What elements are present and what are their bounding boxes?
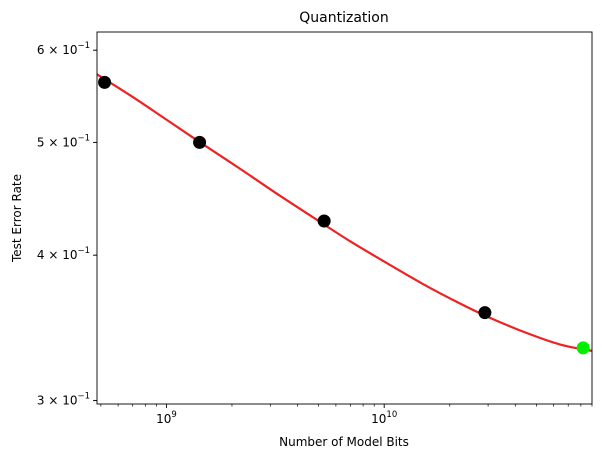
y-tick-label: 5 × 10−1 <box>37 133 90 149</box>
y-tick-label: 4 × 10−1 <box>37 246 90 262</box>
y-tick-label: 3 × 10−1 <box>37 392 90 408</box>
data-point <box>193 135 207 149</box>
data-point <box>98 75 112 89</box>
x-tick-label: 109 <box>156 410 177 426</box>
y-tick-label: 6 × 10−1 <box>37 41 90 57</box>
fit-curve-line <box>96 73 593 352</box>
x-tick-label: 1010 <box>371 410 397 426</box>
chart-title: Quantization <box>299 10 388 26</box>
data-point <box>317 214 331 228</box>
data-point <box>478 306 492 320</box>
plot-area: 109 1010 3 × 10−1 4 × 10−1 5 × 10−1 6 × 10−1 <box>37 31 593 426</box>
data-point <box>576 341 590 355</box>
y-axis-label: Test Error Rate <box>10 174 24 263</box>
plot-frame <box>96 31 593 405</box>
x-axis-label: Number of Model Bits <box>279 435 409 449</box>
